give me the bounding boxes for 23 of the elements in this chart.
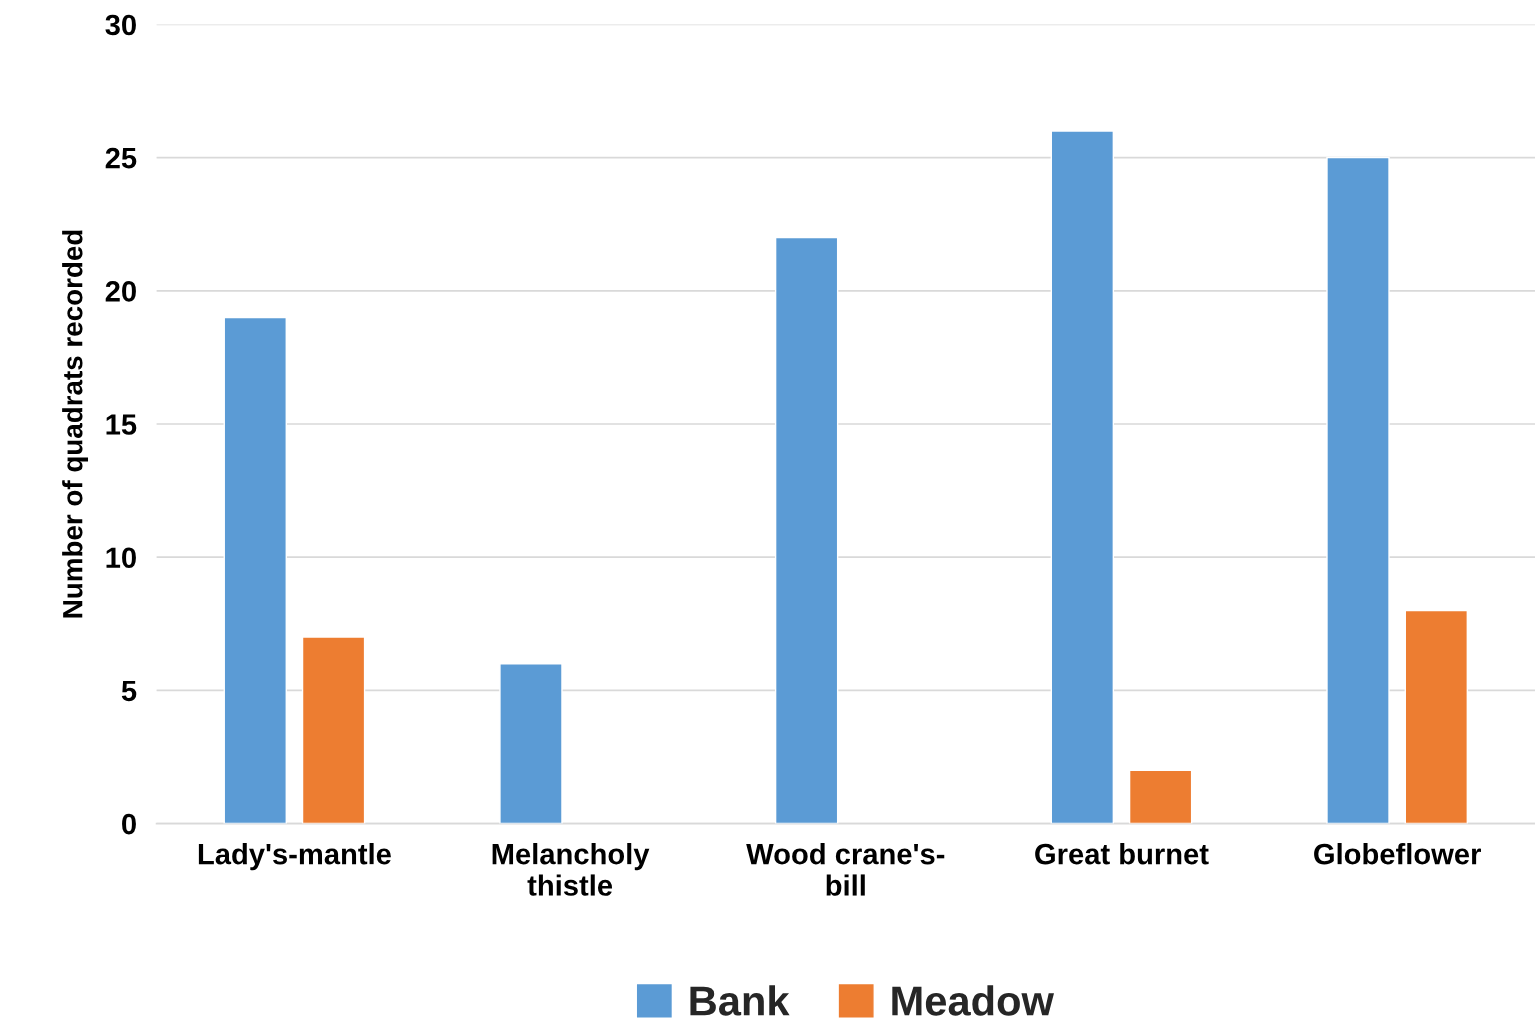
x-tick-label: Globeflower xyxy=(1314,843,1481,865)
y-tick-label: 5 xyxy=(121,680,137,702)
bar xyxy=(1404,609,1469,824)
x-tick-label: Lady's-mantle xyxy=(198,843,391,871)
legend-label: Bank xyxy=(690,985,790,1016)
y-tick-label: 10 xyxy=(106,547,136,569)
legend-label: Meadow xyxy=(892,985,1054,1016)
y-tick-label: 25 xyxy=(105,147,137,169)
bar xyxy=(301,636,366,824)
bar xyxy=(1050,130,1115,824)
x-tick-label: Great burnet xyxy=(1035,843,1209,865)
bar xyxy=(774,236,839,824)
y-tick-label: 30 xyxy=(105,14,136,36)
x-tick-label: Melancholy thistle xyxy=(492,843,650,896)
bar xyxy=(499,663,563,824)
bar xyxy=(1326,156,1390,824)
y-tick-label: 0 xyxy=(122,813,136,835)
y-tick-label: 15 xyxy=(106,414,137,435)
bar xyxy=(1128,769,1193,824)
bar xyxy=(223,316,287,824)
y-tick-label: 20 xyxy=(105,281,136,302)
y-axis-title: Number of quadrats recorded xyxy=(62,230,89,618)
x-tick-label: Wood crane's- bill xyxy=(746,843,945,896)
